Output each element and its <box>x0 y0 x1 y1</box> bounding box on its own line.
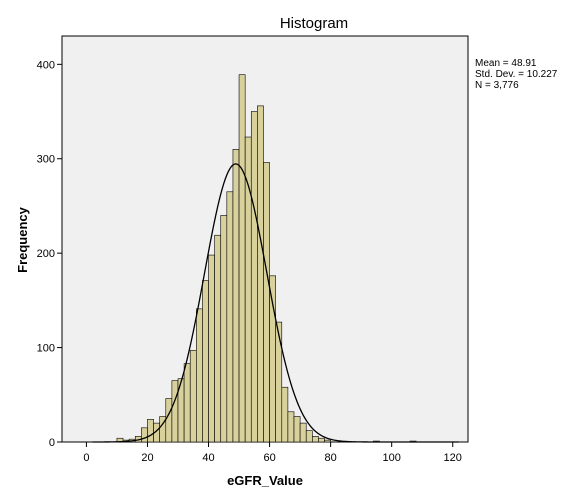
x-tick-label: 120 <box>444 452 462 464</box>
statistics-legend: Mean = 48.91 Std. Dev. = 10.227 N = 3,77… <box>475 58 557 91</box>
x-tick-label: 0 <box>83 452 89 464</box>
y-tick-label: 300 <box>37 154 55 166</box>
x-tick-label: 60 <box>263 452 275 464</box>
x-tick-label: 20 <box>141 452 153 464</box>
histogram-bar <box>312 436 319 443</box>
histogram-bar <box>318 437 325 443</box>
histogram-bar <box>299 422 307 443</box>
histogram-bar <box>141 427 148 443</box>
histogram-bar <box>293 416 301 443</box>
y-tick-label: 400 <box>37 59 55 71</box>
y-tick-label: 200 <box>37 248 55 260</box>
histogram-bar <box>281 386 289 443</box>
stat-std-dev: Std. Dev. = 10.227 <box>475 69 558 80</box>
histogram-bar <box>171 380 179 443</box>
x-axis-label: eGFR_Value <box>227 473 303 488</box>
histogram-bar <box>202 280 209 443</box>
histogram-bar <box>232 149 240 443</box>
y-axis-label: Frequency <box>15 206 30 273</box>
histogram-bar <box>287 411 295 443</box>
histogram-bar <box>244 136 252 443</box>
bars-group <box>116 74 417 443</box>
histogram-bar <box>196 308 203 443</box>
histogram-bar <box>214 234 222 443</box>
y-tick-label: 100 <box>37 343 55 355</box>
histogram-bar <box>165 398 173 443</box>
histogram-bar <box>257 105 264 443</box>
x-axis-ticks: 0 20 40 60 80 100 120 <box>83 442 462 464</box>
histogram-bar <box>275 321 283 443</box>
x-tick-label: 80 <box>325 452 337 464</box>
histogram-bar <box>208 254 215 443</box>
chart-title: Histogram <box>280 15 348 32</box>
histogram-bar <box>250 111 258 443</box>
histogram-bar <box>305 430 313 443</box>
y-tick-label: 0 <box>49 437 55 449</box>
histogram-bar <box>189 350 197 443</box>
histogram-bar <box>263 162 270 443</box>
x-tick-label: 100 <box>383 452 401 464</box>
histogram-bar <box>226 191 234 443</box>
y-axis-ticks: 0 100 200 300 400 <box>37 59 62 449</box>
stat-n: N = 3,776 <box>475 80 519 91</box>
histogram-bar <box>220 215 228 443</box>
histogram-bar <box>238 74 246 443</box>
histogram-bar <box>183 363 191 443</box>
x-tick-label: 40 <box>202 452 214 464</box>
histogram-bar <box>324 439 331 443</box>
stat-mean: Mean = 48.91 <box>475 58 537 69</box>
normal-curve <box>92 163 459 443</box>
histogram-bar <box>147 419 154 443</box>
